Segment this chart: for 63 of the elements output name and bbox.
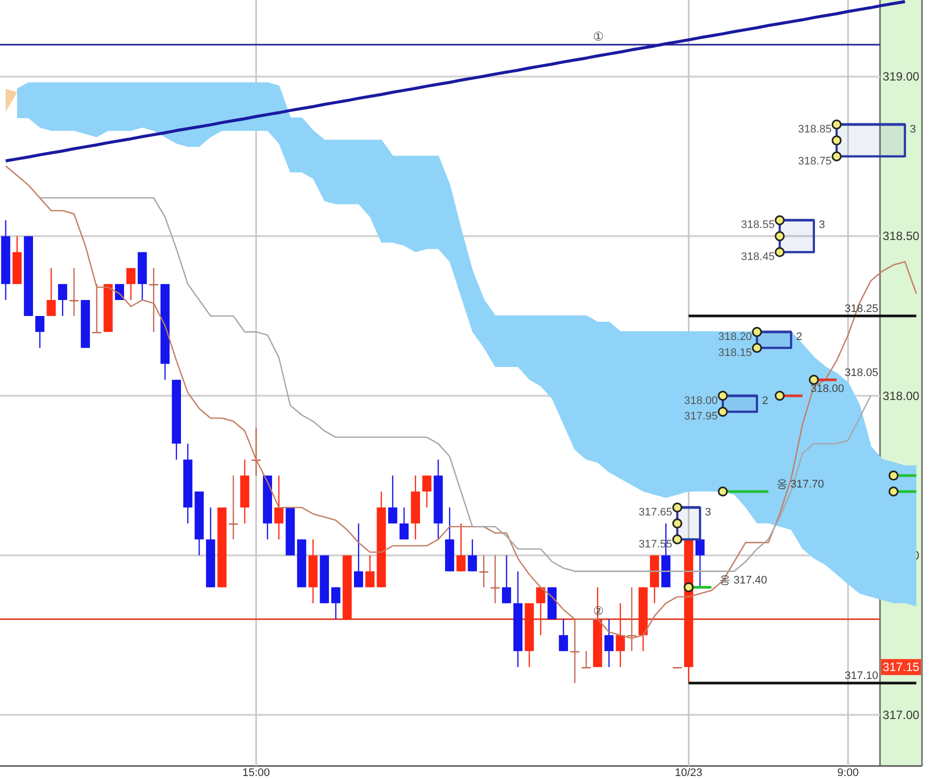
candlestick	[365, 554, 374, 588]
candlestick	[149, 268, 158, 333]
candlestick	[274, 474, 284, 540]
point	[774, 215, 785, 226]
candlestick	[604, 618, 614, 668]
candlestick	[58, 283, 68, 317]
point	[832, 151, 842, 162]
x-tick-label: 10/23	[674, 767, 702, 779]
data-label: 318.00	[684, 394, 718, 407]
data-label: 318.05	[844, 366, 878, 379]
point	[718, 390, 728, 401]
data-label: 317.10	[844, 670, 878, 682]
point	[774, 231, 785, 242]
y-tick-label: 318.50	[882, 229, 920, 244]
candlestick	[570, 618, 580, 684]
point	[752, 326, 762, 337]
candlestick	[456, 522, 466, 572]
point	[718, 406, 728, 417]
point	[672, 534, 682, 544]
candlestick	[422, 474, 432, 508]
point	[832, 135, 842, 146]
point	[832, 119, 842, 130]
point	[774, 247, 785, 258]
candlestick	[46, 268, 56, 317]
candlestick	[616, 602, 625, 668]
data-label: 옹 317.70	[776, 478, 824, 491]
candlestick	[400, 506, 409, 540]
data-label: 318.85	[798, 123, 832, 136]
candlestick	[558, 618, 568, 652]
data-label: 317.95	[684, 410, 718, 423]
candlestick	[582, 650, 591, 668]
point	[752, 342, 762, 353]
data-label: 318.75	[798, 155, 832, 168]
candlestick	[388, 474, 398, 524]
candlestick	[331, 586, 340, 620]
candlestick	[126, 268, 136, 301]
candlestick	[468, 538, 477, 572]
candlestick	[627, 586, 636, 652]
candlestick	[69, 268, 79, 317]
y-tick-label: 319.00	[882, 70, 920, 84]
data-label: 318.20	[718, 330, 752, 343]
data-label: 318.55	[741, 219, 775, 232]
y-tick-label: 317.00	[882, 708, 920, 722]
candlestick	[695, 538, 705, 588]
point	[888, 470, 899, 481]
candlestick	[354, 522, 364, 588]
point	[718, 486, 728, 497]
point	[808, 374, 819, 385]
x-tick-label: 15:00	[242, 767, 270, 779]
candlestick	[35, 315, 44, 348]
x-tick-label: 9:00	[837, 767, 859, 779]
y-tick-label: 318.00	[882, 388, 920, 403]
point	[774, 390, 785, 401]
point	[672, 502, 682, 512]
point	[672, 518, 682, 528]
data-label: 318.15	[718, 346, 752, 359]
candlestick	[252, 427, 261, 476]
point	[684, 582, 694, 592]
candlestick	[502, 554, 512, 604]
point	[888, 486, 899, 497]
candlestick	[536, 586, 546, 636]
data-label: 318.45	[741, 251, 775, 264]
data-label: 317.65	[638, 506, 672, 518]
